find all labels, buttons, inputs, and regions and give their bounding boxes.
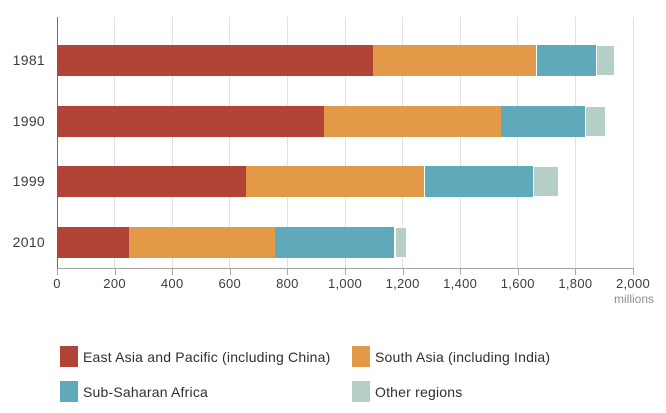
bar-segment: [57, 166, 246, 197]
x-tick-label: 2,000: [615, 276, 651, 291]
bar-row: [57, 106, 633, 137]
x-tick-label: 800: [276, 276, 299, 291]
bar-row: [57, 227, 633, 258]
legend-swatch: [352, 381, 370, 402]
axis-tick: [287, 269, 289, 275]
axis-tick: [633, 269, 634, 275]
x-tick-label: 1,000: [327, 276, 363, 291]
category-label: 1999: [12, 173, 45, 189]
y-axis-line: [57, 17, 58, 274]
gridline: [229, 17, 231, 268]
x-tick-label: 0: [53, 276, 61, 291]
bar-segment: [245, 166, 425, 197]
axis-tick: [402, 269, 404, 275]
axis-tick: [345, 269, 346, 275]
bar-segment: [57, 106, 324, 137]
bar-segment: [501, 106, 585, 137]
bar-segment: [275, 227, 395, 258]
x-tick-label: 1,600: [500, 276, 535, 291]
legend-swatch: [352, 346, 370, 367]
plot-area: millions 0 200 400 600 800 1,000 1,200 1,400 1,6…: [53, 17, 654, 306]
x-tick-label: 400: [160, 276, 184, 291]
axis-tick: [114, 269, 116, 275]
gridline: [344, 17, 346, 268]
axis-tick: [57, 269, 58, 275]
gridline: [171, 17, 173, 268]
gridline: [517, 17, 519, 268]
bar-segment: [536, 45, 596, 76]
bar-segment: [584, 106, 607, 137]
category-label: 1981: [12, 52, 45, 68]
bar-segment: [533, 166, 560, 197]
x-tick-label: 1,400: [443, 276, 478, 291]
legend-label: Sub-Saharan Africa: [83, 383, 209, 400]
legend-item: East Asia and Pacific (including China): [60, 346, 330, 367]
axis-tick: [229, 269, 231, 275]
x-axis-line: [57, 268, 634, 269]
x-axis-unit-label: millions: [613, 292, 654, 306]
bar-segment: [57, 45, 373, 76]
gridline: [402, 17, 404, 268]
bar-segment: [57, 227, 130, 258]
x-tick-label: 600: [218, 276, 242, 291]
bar-segment: [394, 227, 407, 258]
gridline: [459, 17, 461, 268]
axis-tick: [172, 269, 174, 275]
legend-item: Other regions: [352, 381, 462, 402]
axis-tick: [517, 269, 519, 275]
legend-item: South Asia (including India): [352, 346, 550, 367]
x-tick-label: 1,200: [385, 276, 420, 291]
category-label: 1990: [12, 113, 45, 129]
legend-swatch: [60, 346, 78, 367]
axis-tick: [460, 269, 462, 275]
bar-segment: [323, 106, 502, 137]
category-label: 2010: [12, 234, 45, 250]
gridline: [574, 17, 576, 268]
bar-row: [57, 166, 633, 197]
bar-segment: [424, 166, 534, 197]
bar-segment: [595, 45, 616, 76]
bar-row: [57, 45, 633, 76]
gridline: [286, 17, 288, 268]
bar-segment: [129, 227, 276, 258]
legend-label: South Asia (including India): [375, 348, 551, 365]
legend-swatch: [60, 381, 78, 402]
bar-segment: [372, 45, 537, 76]
gridline: [114, 17, 116, 268]
x-tick-label: 1,800: [558, 276, 593, 291]
axis-tick: [575, 269, 577, 275]
legend-label: East Asia and Pacific (including China): [83, 348, 331, 365]
legend-item: Sub-Saharan Africa: [60, 381, 208, 402]
legend-label: Other regions: [375, 383, 463, 400]
gridline: [632, 17, 634, 268]
x-tick-label: 200: [103, 276, 126, 291]
